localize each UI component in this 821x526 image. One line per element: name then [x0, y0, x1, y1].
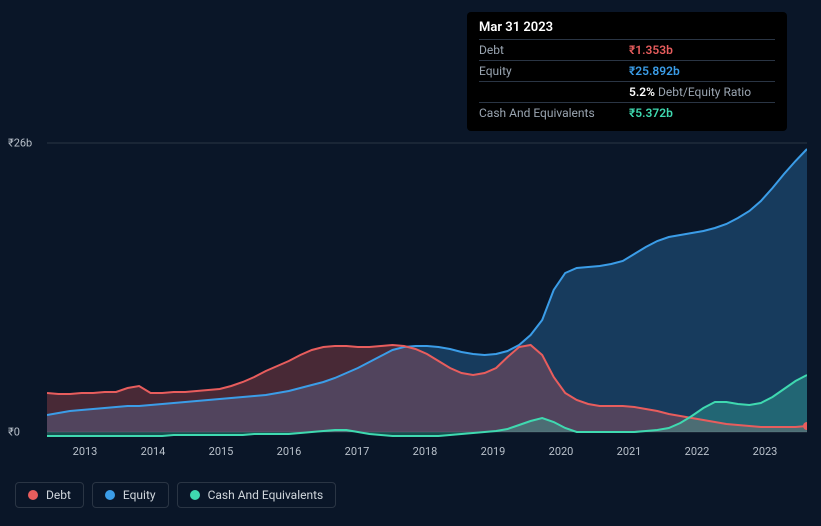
x-axis-tick: 2016 [277, 445, 302, 458]
x-axis-tick: 2017 [345, 445, 370, 458]
chart-tooltip: Mar 31 2023 Debt₹1.353bEquity₹25.892b5.2… [467, 12, 787, 131]
tooltip-row-value: ₹25.892b [629, 64, 680, 78]
x-axis-tick: 2019 [481, 445, 506, 458]
legend-item-label: Cash And Equivalents [208, 488, 324, 502]
tooltip-row: Cash And Equivalents₹5.372b [479, 102, 775, 123]
tooltip-row: Debt₹1.353b [479, 39, 775, 60]
chart-area: ₹26b ₹0 [0, 125, 821, 440]
y-axis-tick: ₹26b [8, 137, 32, 150]
tooltip-row-value: ₹1.353b [629, 43, 673, 57]
chart-svg [47, 125, 807, 440]
x-axis-tick: 2023 [753, 445, 778, 458]
tooltip-row: 5.2% Debt/Equity Ratio [479, 81, 775, 102]
tooltip-row: Equity₹25.892b [479, 60, 775, 81]
tooltip-row-label: Equity [479, 64, 629, 78]
chart-legend: Debt Equity Cash And Equivalents [15, 482, 336, 508]
x-axis-tick: 2014 [141, 445, 166, 458]
tooltip-date: Mar 31 2023 [479, 20, 775, 35]
x-axis-tick: 2021 [617, 445, 642, 458]
legend-item-label: Equity [123, 488, 156, 502]
tooltip-row-label: Debt [479, 43, 629, 57]
x-axis-tick: 2013 [73, 445, 98, 458]
legend-item-label: Debt [46, 488, 71, 502]
x-axis-tick: 2020 [549, 445, 574, 458]
x-axis-tick: 2018 [413, 445, 438, 458]
tooltip-row-label [479, 85, 629, 99]
tooltip-row-value: 5.2% Debt/Equity Ratio [629, 85, 751, 99]
equity-dot-icon [105, 490, 115, 500]
x-axis-tick: 2015 [209, 445, 234, 458]
cash-dot-icon [190, 490, 200, 500]
tooltip-row-value: ₹5.372b [629, 106, 673, 120]
legend-item-debt[interactable]: Debt [15, 482, 84, 508]
tooltip-row-label: Cash And Equivalents [479, 106, 629, 120]
x-axis-tick: 2022 [685, 445, 710, 458]
legend-item-cash[interactable]: Cash And Equivalents [177, 482, 337, 508]
x-axis: 2013 2014 2015 2016 2017 2018 2019 2020 2021 2022… [47, 445, 807, 465]
debt-dot-icon [28, 490, 38, 500]
y-axis-tick: ₹0 [8, 426, 20, 439]
legend-item-equity[interactable]: Equity [92, 482, 169, 508]
